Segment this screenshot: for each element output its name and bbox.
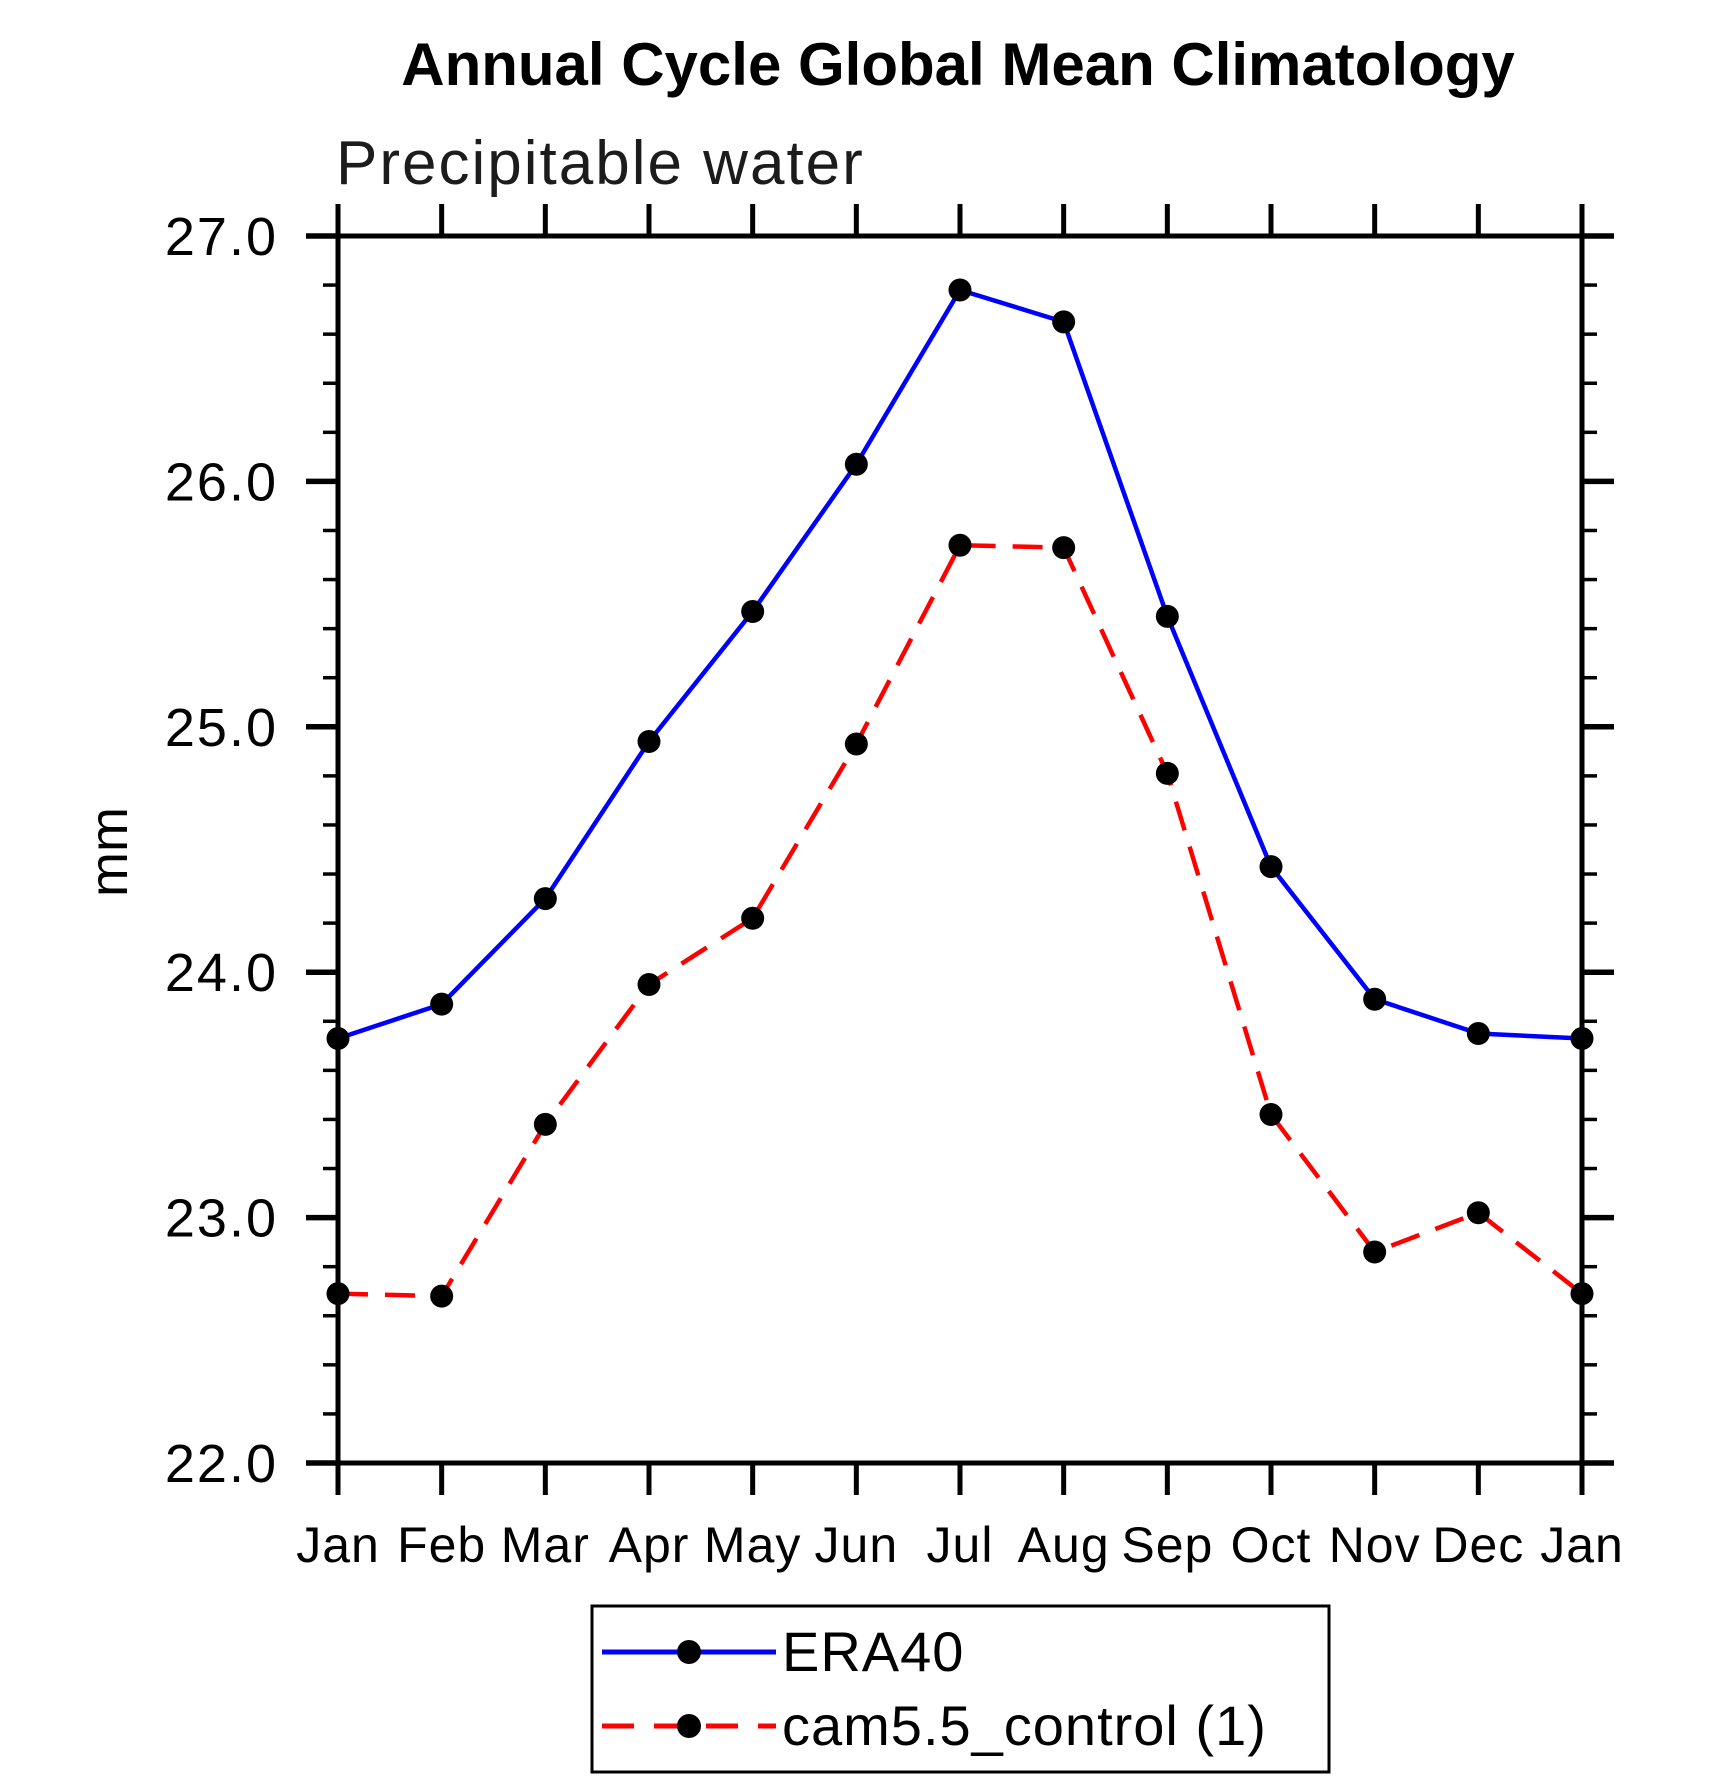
x-tick-label: Nov (1329, 1517, 1421, 1573)
legend-label-1: cam5.5_control (1) (782, 1694, 1267, 1757)
legend-marker-1 (677, 1714, 701, 1738)
x-tick-label: Aug (1018, 1517, 1110, 1573)
legend-box (590, 1604, 1331, 1774)
data-point-marker-1 (326, 1282, 350, 1306)
data-point-marker-1 (1259, 1103, 1283, 1127)
data-point-marker-0 (1570, 1026, 1594, 1050)
axis-ticks (306, 204, 1614, 1495)
y-tick-label: 27.0 (165, 207, 278, 267)
data-point-marker-1 (637, 972, 661, 996)
x-tick-label: Jan (1540, 1517, 1624, 1573)
chart-title: Annual Cycle Global Mean Climatology (401, 31, 1515, 98)
plot-frame (335, 233, 1585, 1466)
data-point-marker-1 (948, 533, 972, 557)
data-point-marker-0 (637, 730, 661, 754)
data-point-marker-0 (1052, 310, 1076, 334)
chart-subtitle: Precipitable water (336, 129, 865, 198)
legend-marker-0 (677, 1640, 701, 1664)
data-point-marker-1 (844, 732, 868, 756)
data-point-marker-0 (948, 278, 972, 302)
data-point-marker-1 (741, 906, 765, 930)
data-point-marker-1 (430, 1284, 454, 1308)
y-tick-label: 24.0 (165, 943, 278, 1003)
data-point-marker-0 (1259, 855, 1283, 879)
x-tick-label: Feb (397, 1517, 486, 1573)
x-tick-label: Oct (1231, 1517, 1312, 1573)
data-point-marker-0 (741, 599, 765, 623)
y-axis-label: mm (79, 807, 139, 897)
x-tick-label: Sep (1121, 1517, 1213, 1573)
y-tick-label: 23.0 (165, 1189, 278, 1249)
x-tick-label: May (704, 1517, 801, 1573)
chart-legend: ERA40 cam5.5_control (1) (590, 1604, 1331, 1774)
y-tick-labels: 22.0 23.0 24.0 25.0 26.0 27.0 (165, 207, 278, 1494)
data-point-marker-0 (326, 1026, 350, 1050)
x-tick-label: Jun (815, 1517, 899, 1573)
data-point-marker-1 (1570, 1282, 1594, 1306)
data-point-marker-0 (1155, 604, 1179, 628)
data-point-marker-0 (430, 992, 454, 1016)
series-line-0 (337, 287, 1583, 1041)
x-tick-label: Jul (927, 1517, 994, 1573)
y-tick-label: 26.0 (165, 452, 278, 512)
data-point-marker-1 (1363, 1240, 1387, 1264)
x-tick-label: Mar (501, 1517, 590, 1573)
data-point-marker-1 (1052, 536, 1076, 560)
data-point-marker-0 (844, 452, 868, 476)
x-tick-label: Jan (296, 1517, 380, 1573)
x-tick-label: Apr (609, 1517, 690, 1573)
data-point-marker-0 (1363, 987, 1387, 1011)
data-point-marker-0 (1466, 1022, 1490, 1046)
x-tick-label: Dec (1432, 1517, 1524, 1573)
data-point-marker-1 (1466, 1201, 1490, 1225)
data-series (326, 278, 1594, 1308)
y-tick-label: 25.0 (165, 698, 278, 758)
data-point-marker-1 (533, 1112, 557, 1136)
plot-border (335, 233, 1585, 1466)
y-tick-label: 22.0 (165, 1434, 278, 1494)
legend-label-0: ERA40 (782, 1620, 964, 1683)
data-point-marker-1 (1155, 761, 1179, 785)
data-point-marker-0 (533, 887, 557, 911)
x-tick-labels: Jan Feb Mar Apr May Jun Jul Aug Sep Oct Nov Dec Jan (296, 1517, 1624, 1573)
